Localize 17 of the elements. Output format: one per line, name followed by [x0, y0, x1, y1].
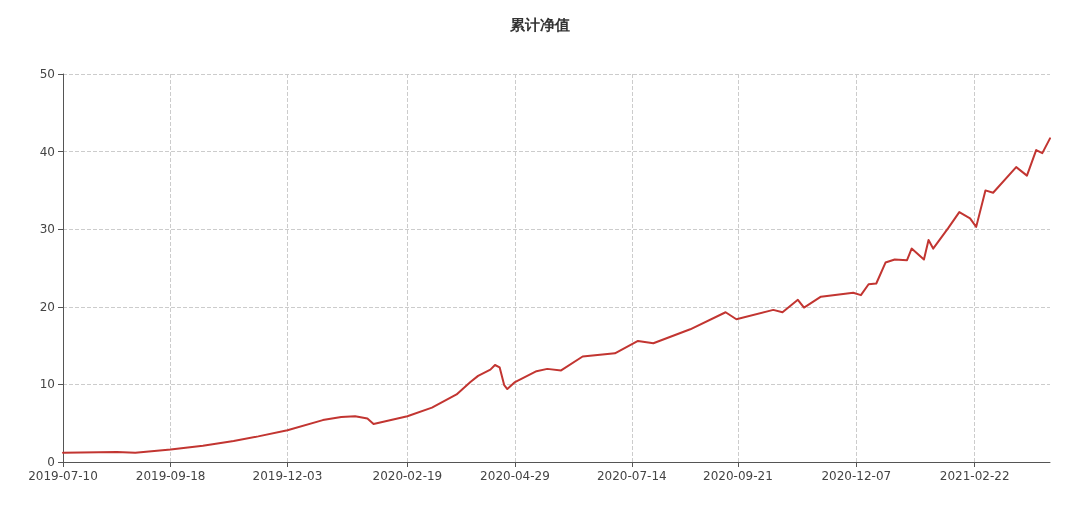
x-tick-label: 2019-12-03	[252, 469, 323, 483]
y-tick-label: 40	[39, 144, 55, 159]
chart-title: 累计净值	[509, 15, 570, 34]
y-tick-label: 30	[39, 222, 55, 237]
x-tick-label: 2020-12-07	[821, 469, 892, 483]
x-tick-label: 2021-02-22	[939, 469, 1010, 483]
y-tick-label: 0	[47, 455, 55, 469]
x-tick-label: 2020-04-29	[480, 469, 550, 483]
x-tick-label: 2020-07-14	[596, 469, 667, 483]
x-tick-label: 2020-02-19	[372, 469, 443, 483]
x-tick-label: 2020-09-21	[703, 469, 773, 483]
y-tick-label: 10	[39, 377, 55, 392]
y-tick-label: 50	[39, 67, 55, 81]
x-tick-label: 2019-09-18	[135, 469, 206, 483]
x-tick-label: 2019-07-10	[28, 469, 98, 483]
y-tick-label: 20	[39, 299, 55, 314]
line-series	[62, 137, 1051, 454]
